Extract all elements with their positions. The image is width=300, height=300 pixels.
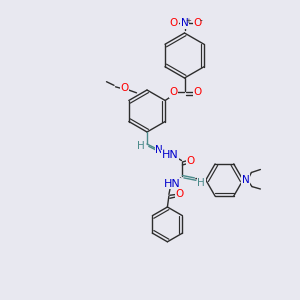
- Text: H: H: [136, 141, 144, 152]
- Text: N: N: [181, 18, 188, 28]
- Text: O: O: [187, 155, 195, 166]
- Text: N: N: [242, 175, 249, 185]
- Text: O: O: [169, 87, 178, 98]
- Text: +: +: [185, 18, 191, 24]
- Text: H: H: [197, 178, 205, 188]
- Text: -: -: [200, 16, 202, 25]
- Text: N: N: [155, 145, 163, 155]
- Text: O: O: [170, 18, 178, 28]
- Text: O: O: [120, 83, 129, 93]
- Text: HN: HN: [164, 179, 180, 189]
- Text: O: O: [194, 18, 202, 28]
- Text: O: O: [194, 87, 202, 98]
- Text: O: O: [175, 189, 184, 200]
- Text: HN: HN: [162, 150, 179, 161]
